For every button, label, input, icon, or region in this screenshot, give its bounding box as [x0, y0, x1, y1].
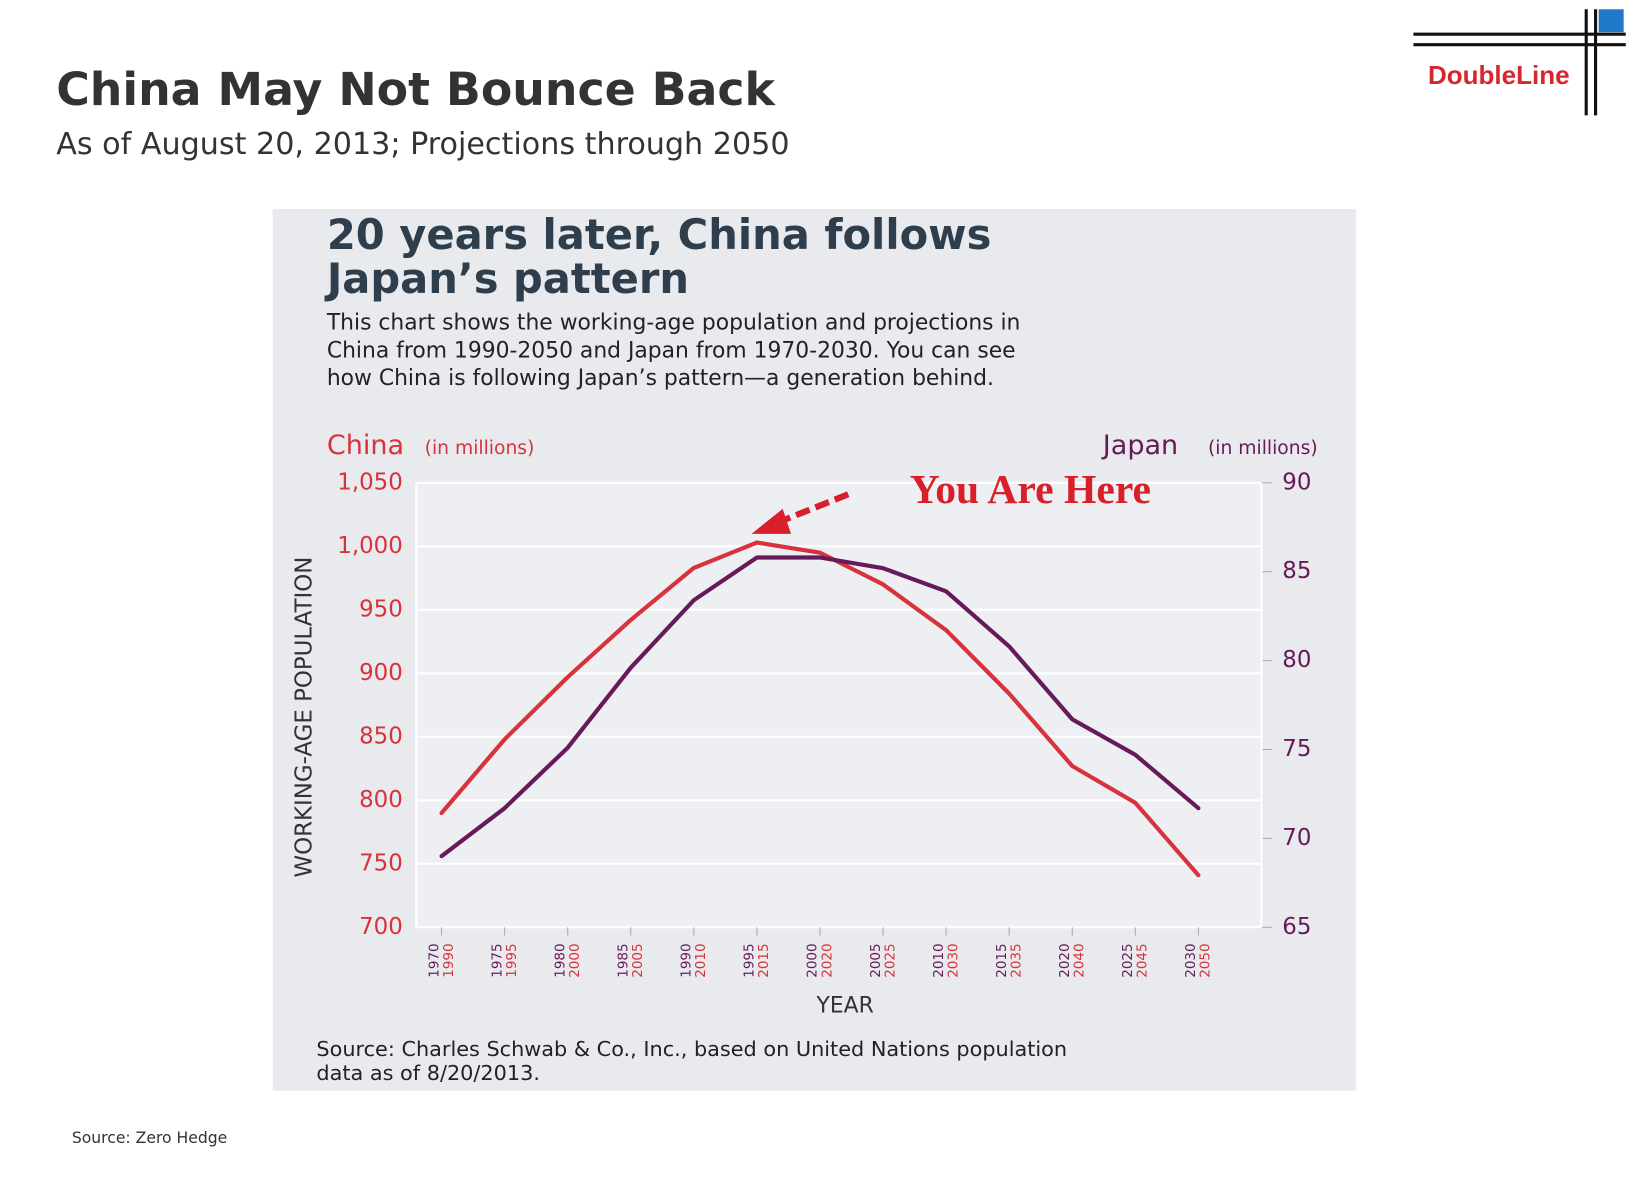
x-tick-label: 1990 — [679, 943, 695, 977]
x-tick-label: 2015 — [756, 943, 772, 977]
y2-tick-label: 70 — [1282, 825, 1311, 851]
slide-source: Source: Zero Hedge — [72, 1129, 227, 1147]
x-tick-label: 2020 — [819, 943, 835, 977]
series-line — [439, 555, 1201, 859]
x-tick-label: 1970 — [426, 943, 442, 977]
y-tick-label: 850 — [359, 723, 403, 749]
y2-tick-label: 65 — [1282, 914, 1311, 940]
y2-tick-label: 75 — [1282, 736, 1311, 762]
chart-source: Source: Charles Schwab & Co., Inc., base… — [316, 1037, 1067, 1061]
x-tick-label: 1995 — [504, 943, 520, 977]
x-tick-label: 2010 — [931, 943, 947, 977]
x-tick-label: 1975 — [489, 943, 505, 977]
y-tick-label: 700 — [359, 914, 403, 940]
plot: 700 750 800 850 900 950 1,000 1,050 65 70 75 80 85 90… — [337, 469, 1311, 977]
y-axis-label: China — [327, 430, 404, 461]
y-tick-label: 1,000 — [337, 533, 403, 559]
slide-title: China May Not Bounce Back — [56, 62, 776, 116]
annotation-arrow — [751, 491, 850, 534]
y-tick-label: 800 — [359, 787, 403, 813]
chart-title: 20 years later, China follows — [327, 210, 992, 259]
chart-description: This chart shows the working-age populat… — [326, 311, 1021, 336]
logo-text: DoubleLine — [1428, 60, 1570, 90]
chart-title: Japan’s pattern — [324, 254, 689, 303]
x-tick-label: 1990 — [441, 943, 457, 977]
x-tick-label: 1985 — [615, 943, 631, 977]
slide-subtitle: As of August 20, 2013; Projections throu… — [56, 127, 789, 162]
x-tick-label: 2025 — [1120, 943, 1136, 977]
x-tick-label: 2025 — [882, 943, 898, 977]
x-tick-label: 2030 — [945, 943, 961, 977]
y2-tick-label: 90 — [1282, 469, 1311, 495]
plot-area — [416, 482, 1262, 928]
x-tick-label: 2045 — [1135, 943, 1151, 977]
y2-axis-unit: (in millions) — [1208, 438, 1318, 459]
series-line — [439, 540, 1201, 878]
y-tick-label: 750 — [359, 850, 403, 876]
y-axis-title: WORKING-AGE POPULATION — [291, 557, 317, 878]
x-tick-label: 2015 — [994, 943, 1010, 977]
x-tick-label: 1995 — [742, 943, 758, 977]
y2-tick-label: 85 — [1282, 558, 1311, 584]
x-tick-label: 2005 — [630, 943, 646, 977]
x-axis-title: YEAR — [816, 993, 874, 1018]
y2-tick-label: 80 — [1282, 647, 1311, 673]
x-tick-label: 1980 — [552, 943, 568, 977]
chart-description: how China is following Japan’s pattern—a… — [327, 366, 994, 391]
annotation: You Are Here — [910, 467, 1151, 513]
x-tick-label: 2020 — [1057, 943, 1073, 977]
x-tick-label: 2035 — [1008, 943, 1024, 977]
x-tick-label: 2000 — [567, 943, 583, 977]
chart-description: China from 1990-2050 and Japan from 1970… — [327, 339, 1016, 364]
chart-source: data as of 8/20/2013. — [316, 1061, 540, 1085]
x-tick-label: 2040 — [1072, 943, 1088, 977]
x-tick-label: 2050 — [1198, 943, 1214, 977]
y-tick-label: 1,050 — [337, 469, 403, 495]
logo: DoubleLine — [1413, 9, 1626, 116]
y-axis-unit: (in millions) — [425, 438, 535, 459]
y-tick-label: 900 — [359, 660, 403, 686]
y-tick-label: 950 — [359, 596, 403, 622]
x-tick-label: 2000 — [805, 943, 821, 977]
x-tick-label: 2005 — [868, 943, 884, 977]
x-tick-label: 2010 — [693, 943, 709, 977]
x-tick-label: 2030 — [1183, 943, 1199, 977]
y2-axis-label: Japan — [1101, 430, 1178, 461]
